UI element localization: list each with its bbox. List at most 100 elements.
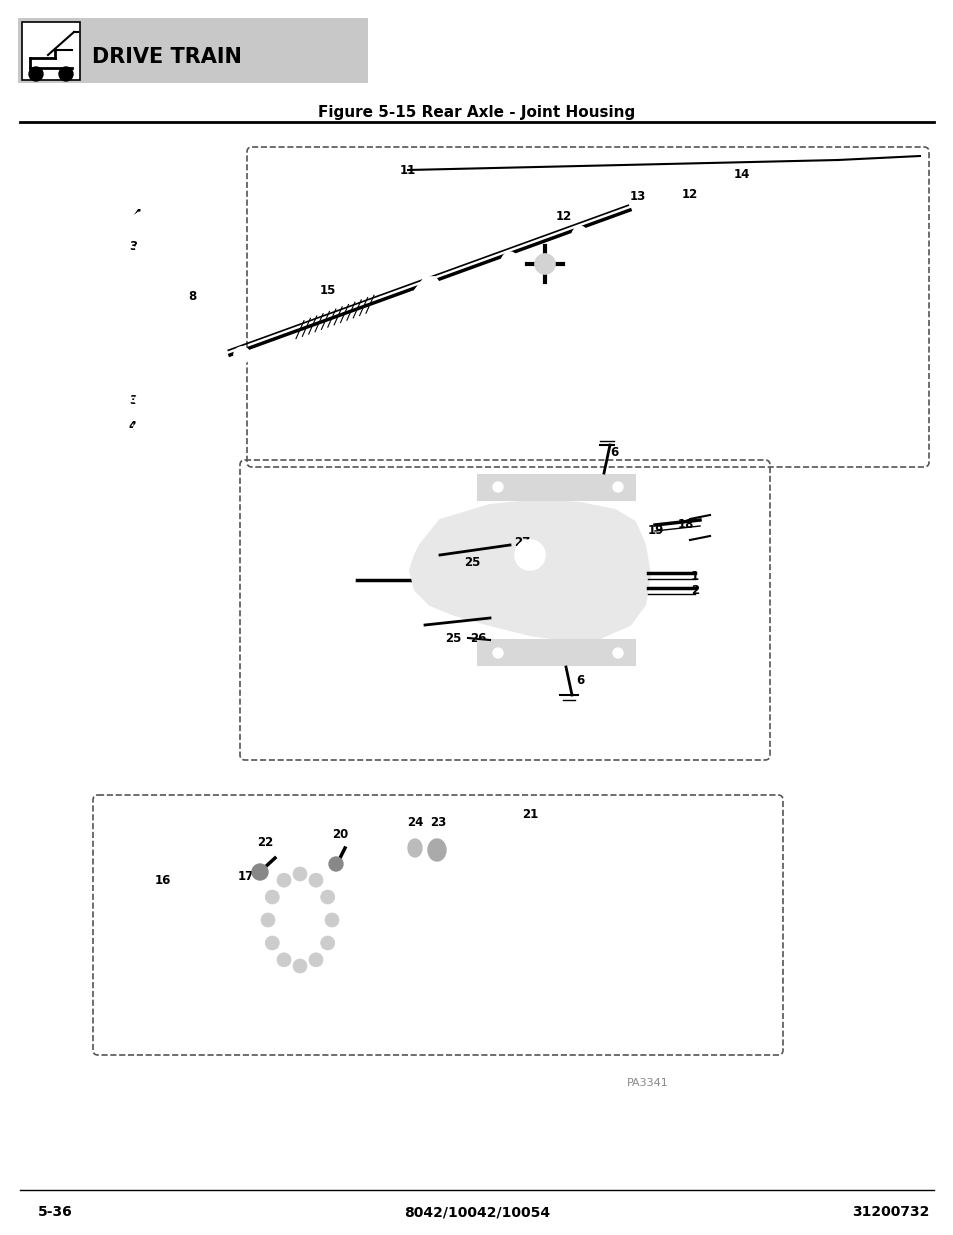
- Ellipse shape: [136, 242, 164, 254]
- Text: 21: 21: [521, 809, 537, 821]
- Ellipse shape: [373, 868, 451, 972]
- Polygon shape: [410, 500, 649, 640]
- Circle shape: [261, 913, 274, 927]
- Text: 13: 13: [629, 189, 645, 203]
- Circle shape: [293, 960, 307, 973]
- Circle shape: [365, 915, 375, 925]
- Text: 17: 17: [237, 869, 253, 883]
- Circle shape: [386, 966, 395, 976]
- Text: 5: 5: [597, 478, 604, 490]
- Text: 4: 4: [129, 420, 137, 433]
- Ellipse shape: [380, 878, 443, 962]
- Ellipse shape: [140, 395, 159, 405]
- Text: 11: 11: [399, 163, 416, 177]
- Ellipse shape: [295, 566, 317, 594]
- Text: 20: 20: [332, 829, 348, 841]
- Circle shape: [329, 857, 343, 871]
- Text: 15: 15: [319, 284, 335, 296]
- Circle shape: [252, 864, 268, 881]
- Ellipse shape: [571, 226, 588, 254]
- Bar: [695, 215, 734, 254]
- Text: 31200732: 31200732: [852, 1205, 929, 1219]
- Circle shape: [59, 67, 73, 82]
- Text: 26: 26: [469, 631, 486, 645]
- Polygon shape: [477, 640, 635, 664]
- Text: 18: 18: [677, 517, 694, 531]
- Circle shape: [276, 873, 291, 887]
- Circle shape: [309, 953, 323, 967]
- Ellipse shape: [335, 571, 349, 590]
- Ellipse shape: [245, 552, 291, 608]
- Text: 9: 9: [292, 574, 300, 588]
- Ellipse shape: [352, 840, 472, 1000]
- Text: 27: 27: [514, 536, 530, 550]
- Text: 12: 12: [681, 189, 698, 201]
- Bar: [18, 19, 368, 83]
- Circle shape: [265, 890, 279, 904]
- Circle shape: [386, 864, 395, 874]
- Circle shape: [613, 482, 622, 492]
- Text: 12: 12: [556, 210, 572, 222]
- Text: 25: 25: [463, 556, 479, 568]
- Text: 5: 5: [587, 647, 596, 661]
- Circle shape: [428, 864, 437, 874]
- Text: 25: 25: [444, 631, 460, 645]
- Ellipse shape: [564, 217, 595, 263]
- Ellipse shape: [288, 556, 326, 604]
- Circle shape: [233, 347, 250, 363]
- Ellipse shape: [133, 211, 166, 225]
- Text: 7: 7: [331, 574, 338, 588]
- Text: 14: 14: [733, 168, 749, 182]
- Text: 10: 10: [259, 574, 275, 588]
- Circle shape: [428, 966, 437, 976]
- Circle shape: [493, 482, 502, 492]
- Ellipse shape: [408, 839, 421, 857]
- Text: 2: 2: [690, 584, 699, 598]
- Ellipse shape: [499, 252, 519, 282]
- Circle shape: [493, 648, 502, 658]
- Circle shape: [613, 648, 622, 658]
- Circle shape: [449, 915, 458, 925]
- Ellipse shape: [274, 881, 326, 960]
- Text: 8042/10042/10054: 8042/10042/10054: [403, 1205, 550, 1219]
- Circle shape: [309, 873, 323, 887]
- Ellipse shape: [139, 214, 160, 222]
- Ellipse shape: [428, 839, 446, 861]
- Circle shape: [515, 540, 544, 571]
- Ellipse shape: [260, 862, 339, 977]
- Polygon shape: [415, 277, 444, 305]
- Text: Figure 5-15 Rear Axle - Joint Housing: Figure 5-15 Rear Axle - Joint Housing: [318, 105, 635, 121]
- Text: 6: 6: [576, 673, 583, 687]
- Text: 8: 8: [188, 290, 196, 304]
- Polygon shape: [477, 475, 635, 500]
- Text: 3: 3: [129, 241, 137, 253]
- Text: 17: 17: [406, 939, 423, 951]
- Text: PA3341: PA3341: [626, 1078, 668, 1088]
- Ellipse shape: [133, 421, 166, 435]
- Polygon shape: [75, 225, 210, 400]
- Text: 6: 6: [609, 447, 618, 459]
- Circle shape: [265, 936, 279, 950]
- Text: 24: 24: [406, 815, 423, 829]
- Text: 23: 23: [430, 815, 446, 829]
- Text: 19: 19: [647, 524, 663, 536]
- Circle shape: [293, 867, 307, 881]
- Ellipse shape: [141, 245, 159, 252]
- Ellipse shape: [388, 888, 436, 952]
- Circle shape: [325, 913, 338, 927]
- Text: DRIVE TRAIN: DRIVE TRAIN: [91, 47, 242, 67]
- Circle shape: [276, 953, 291, 967]
- Text: 5-36: 5-36: [38, 1205, 72, 1219]
- Text: 4: 4: [133, 209, 142, 221]
- Ellipse shape: [139, 424, 160, 432]
- Circle shape: [320, 890, 335, 904]
- Ellipse shape: [677, 211, 712, 259]
- Circle shape: [29, 67, 43, 82]
- Text: 22: 22: [256, 836, 273, 850]
- Circle shape: [320, 936, 335, 950]
- Ellipse shape: [492, 242, 527, 291]
- Text: 3: 3: [129, 394, 137, 406]
- Bar: [22, 22, 80, 80]
- Ellipse shape: [135, 393, 165, 408]
- Circle shape: [535, 254, 555, 274]
